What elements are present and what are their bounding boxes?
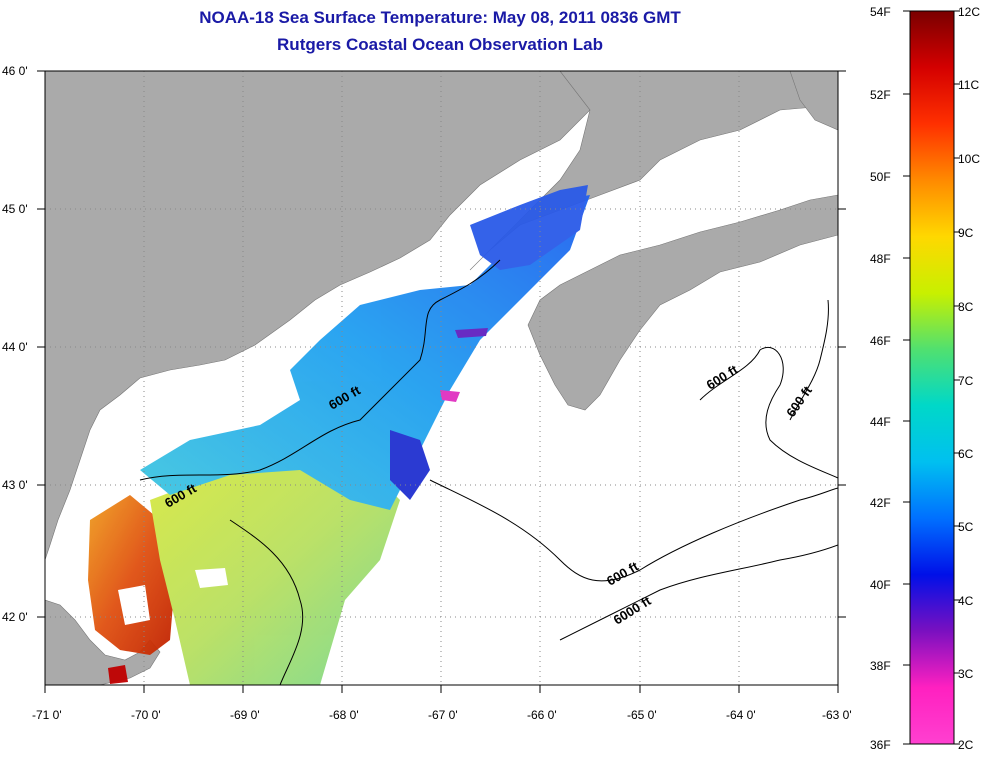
contour-600ft-gulf: [139, 259, 501, 481]
colorbar-f-label: 46F: [870, 334, 891, 348]
sst-pocket-red: [108, 665, 128, 684]
colorbar-c-label: 2C: [958, 738, 974, 752]
land-nova-scotia: [527, 194, 838, 411]
colorbar-f-label: 42F: [870, 496, 891, 510]
lon-label: -65 0': [627, 708, 657, 722]
colorbar-f-label: 44F: [870, 415, 891, 429]
land-new-england: [45, 71, 591, 561]
contour-600ft-scotian: [699, 347, 838, 479]
longitude-labels: -71 0' -70 0' -69 0' -68 0' -67 0' -66 0…: [32, 708, 852, 722]
colorbar-c-label: 9C: [958, 226, 974, 240]
contour-600ft-scotian-2: [789, 299, 829, 421]
sst-swath-layer: [88, 185, 590, 685]
lat-label: 42 0': [2, 610, 28, 624]
sst-region-cool: [140, 195, 590, 510]
sst-cloud-gap-1: [195, 568, 228, 588]
lon-label: -67 0': [428, 708, 458, 722]
colorbar-c-label: 7C: [958, 374, 974, 388]
colorbar-f-label: 38F: [870, 659, 891, 673]
colorbar-f-label: 54F: [870, 5, 891, 19]
lon-label: -69 0': [230, 708, 260, 722]
lat-label: 45 0': [2, 202, 28, 216]
lon-label: -71 0': [32, 708, 62, 722]
lon-label: -63 0': [822, 708, 852, 722]
lon-label: -64 0': [726, 708, 756, 722]
bathymetry-contours: [139, 259, 838, 685]
colorbar-celsius-labels: 12C 11C 10C 9C 8C 7C 6C 5C 4C 3C 2C: [958, 5, 980, 752]
colorbar-fahrenheit-labels: 54F 52F 50F 48F 46F 44F 42F 40F 38F 36F: [870, 5, 891, 752]
colorbar-c-label: 8C: [958, 300, 974, 314]
colorbar-c-label: 4C: [958, 594, 974, 608]
sst-region-mid: [150, 460, 400, 685]
lon-label: -70 0': [131, 708, 161, 722]
sst-pocket-purple: [455, 328, 488, 338]
lon-label: -66 0': [527, 708, 557, 722]
lat-label: 44 0': [2, 340, 28, 354]
land-cape-breton: [789, 71, 838, 131]
latitude-labels: 46 0' 45 0' 44 0' 43 0' 42 0': [2, 64, 28, 624]
colorbar-c-label: 11C: [958, 78, 979, 92]
colorbar-c-label: 5C: [958, 520, 974, 534]
contour-600ft-georges: [429, 479, 838, 582]
map-title: NOAA-18 Sea Surface Temperature: May 08,…: [199, 8, 681, 27]
map-subtitle: Rutgers Coastal Ocean Observation Lab: [277, 35, 603, 54]
colorbar-f-label: 50F: [870, 170, 891, 184]
axis-ticks: [37, 70, 846, 693]
sst-region-coldest: [390, 430, 430, 500]
map-area: 600 ft 600 ft 600 ft 600 ft 600 ft 6000 …: [45, 71, 838, 685]
colorbar: 54F 52F 50F 48F 46F 44F 42F 40F 38F 36F …: [870, 5, 980, 752]
sst-cloud-gap-2: [118, 585, 150, 625]
sst-region-warm: [88, 495, 175, 655]
colorbar-f-label: 52F: [870, 88, 891, 102]
map-grid: [45, 71, 838, 685]
colorbar-c-label: 6C: [958, 447, 974, 461]
sst-pocket-pink: [440, 390, 460, 402]
colorbar-c-label: 3C: [958, 667, 974, 681]
colorbar-ticks: [903, 10, 960, 745]
colorbar-f-label: 40F: [870, 578, 891, 592]
lat-label: 46 0': [2, 64, 28, 78]
colorbar-f-label: 48F: [870, 252, 891, 266]
colorbar-f-label: 36F: [870, 738, 891, 752]
sst-region-cold: [470, 185, 588, 270]
lat-label: 43 0': [2, 478, 28, 492]
contour-6000ft: [559, 544, 838, 641]
land-layer: [45, 71, 838, 685]
colorbar-c-label: 12C: [958, 5, 980, 19]
colorbar-ramp: [909, 10, 955, 745]
contour-600ft-gulf-inner: [229, 519, 304, 685]
lon-label: -68 0': [329, 708, 359, 722]
colorbar-c-label: 10C: [958, 152, 980, 166]
